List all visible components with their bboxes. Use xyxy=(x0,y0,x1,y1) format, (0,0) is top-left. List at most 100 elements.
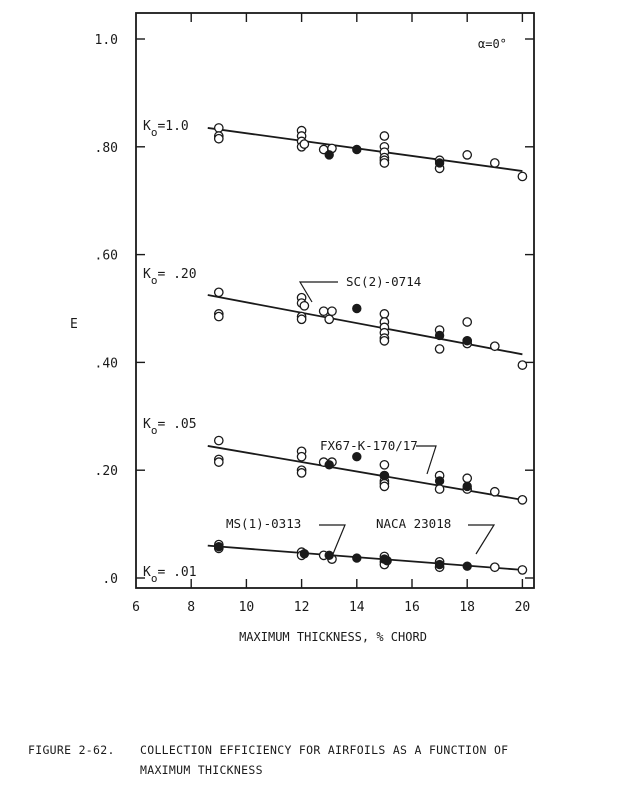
series-label: Ko= .05 xyxy=(143,417,197,437)
callout: FX67-K-170/17 xyxy=(320,438,437,475)
open-data-point xyxy=(434,344,445,354)
plot-frame xyxy=(135,12,535,589)
open-data-point xyxy=(462,150,473,160)
x-tick-label: 8 xyxy=(187,600,195,615)
open-data-point xyxy=(517,360,528,370)
open-data-point xyxy=(379,309,390,319)
y-tick-labels: .0 .20 .40 .60 .80 1.0 xyxy=(95,33,118,587)
filled-data-point xyxy=(382,556,392,566)
fit-line xyxy=(207,294,523,356)
open-data-point xyxy=(213,123,224,133)
y-tick-label: .60 xyxy=(95,249,118,264)
collection-efficiency-chart: .0 .20 .40 .60 .80 1.0 6 8 10 12 14 16 18 20 E MAXIM… xyxy=(70,12,535,644)
filled-data-point xyxy=(214,542,224,552)
series-k0-0-05: Ko= .05 xyxy=(143,417,528,505)
callout-leader xyxy=(319,524,346,555)
filled-data-point xyxy=(462,336,472,346)
series-k0-0-01: Ko= .01 xyxy=(143,539,528,585)
filled-data-point xyxy=(324,460,334,470)
open-data-point xyxy=(327,306,337,317)
x-tick-labels: 6 8 10 12 14 16 18 20 xyxy=(132,600,530,615)
filled-data-point xyxy=(379,470,390,481)
x-tick-label: 12 xyxy=(294,600,310,615)
open-data-point xyxy=(213,311,224,322)
callout: SC(2)-0714 xyxy=(298,274,421,303)
open-data-point xyxy=(517,565,528,575)
x-tick-label: 18 xyxy=(459,600,475,615)
callout-label: SC(2)-0714 xyxy=(346,274,421,289)
filled-data-point xyxy=(434,330,445,341)
open-data-point xyxy=(213,457,224,467)
x-tick-label: 16 xyxy=(404,600,420,615)
x-tick-label: 6 xyxy=(132,600,140,615)
open-data-point xyxy=(462,317,473,327)
open-data-point xyxy=(462,473,473,484)
filled-data-point xyxy=(434,476,445,486)
figure-caption: FIGURE 2-62. COLLECTION EFFICIENCY FOR AI… xyxy=(28,740,508,780)
series-k0-1-0: Ko=1.0 xyxy=(143,119,528,182)
filled-data-point xyxy=(352,553,362,563)
open-data-point xyxy=(489,562,500,573)
open-data-point xyxy=(379,481,390,492)
data-series: Ko=1.0 Ko= .20 Ko= .05 Ko= .01 xyxy=(143,119,528,585)
open-data-point xyxy=(517,171,528,182)
series-label: Ko= .20 xyxy=(143,267,197,287)
open-data-point xyxy=(213,133,224,144)
callout-label: NACA 23018 xyxy=(376,516,451,531)
series-label: Ko= .01 xyxy=(143,565,197,585)
open-data-point xyxy=(299,300,310,311)
filled-data-point xyxy=(462,481,472,492)
callout-label: MS(1)-0313 xyxy=(226,516,301,531)
open-data-point xyxy=(489,341,500,352)
y-tick-label: .0 xyxy=(102,572,118,587)
x-tick-label: 10 xyxy=(239,600,255,615)
callout: NACA 23018 xyxy=(376,516,496,555)
y-tick-label: .80 xyxy=(95,141,118,156)
caption-line-1: COLLECTION EFFICIENCY FOR AIRFOILS AS A … xyxy=(140,743,509,757)
open-data-point xyxy=(517,494,528,505)
callout-leader xyxy=(298,281,338,303)
callout-annotations: SC(2)-0714 FX67-K-170/17 MS(1)-0313 NACA 23… xyxy=(226,274,496,555)
open-data-point xyxy=(489,486,500,497)
fit-line xyxy=(207,127,523,172)
open-data-point xyxy=(213,435,224,446)
y-tick-label: .40 xyxy=(95,356,118,371)
alpha-annotation: α=0° xyxy=(478,37,507,51)
x-tick-label: 14 xyxy=(349,600,365,615)
filled-data-point xyxy=(352,144,362,155)
open-data-point xyxy=(379,158,390,168)
figure-number: FIGURE 2-62. xyxy=(28,743,115,757)
open-data-point xyxy=(296,468,307,478)
caption-line-2: MAXIMUM THICKNESS xyxy=(140,763,263,777)
open-data-point xyxy=(296,451,307,462)
series-label: Ko=1.0 xyxy=(143,119,189,139)
open-data-point xyxy=(379,131,390,141)
open-data-point xyxy=(299,139,310,149)
open-data-point xyxy=(489,158,500,168)
filled-data-point xyxy=(324,550,334,561)
filled-data-point xyxy=(352,303,362,314)
x-axis-label: MAXIMUM THICKNESS, % CHORD xyxy=(239,630,427,644)
callout-leader xyxy=(416,445,437,475)
callout: MS(1)-0313 xyxy=(226,516,346,555)
filled-data-point xyxy=(434,559,445,570)
fit-line xyxy=(207,544,523,571)
callout-label: FX67-K-170/17 xyxy=(320,438,418,453)
open-data-point xyxy=(434,484,445,494)
filled-data-point xyxy=(434,158,445,168)
open-data-point xyxy=(379,459,390,470)
callout-leader xyxy=(468,524,496,555)
filled-data-point xyxy=(299,549,310,559)
filled-data-point xyxy=(352,452,362,462)
open-data-point xyxy=(324,314,335,325)
y-tick-label: 1.0 xyxy=(95,33,118,48)
axis-ticks xyxy=(136,13,534,588)
open-data-point xyxy=(296,314,307,325)
fit-line xyxy=(207,445,523,501)
filled-data-point xyxy=(462,561,472,571)
open-data-point xyxy=(318,306,329,317)
open-data-point xyxy=(213,287,224,298)
open-data-point xyxy=(379,335,390,346)
y-axis-label: E xyxy=(70,317,78,332)
filled-data-point xyxy=(324,150,334,160)
